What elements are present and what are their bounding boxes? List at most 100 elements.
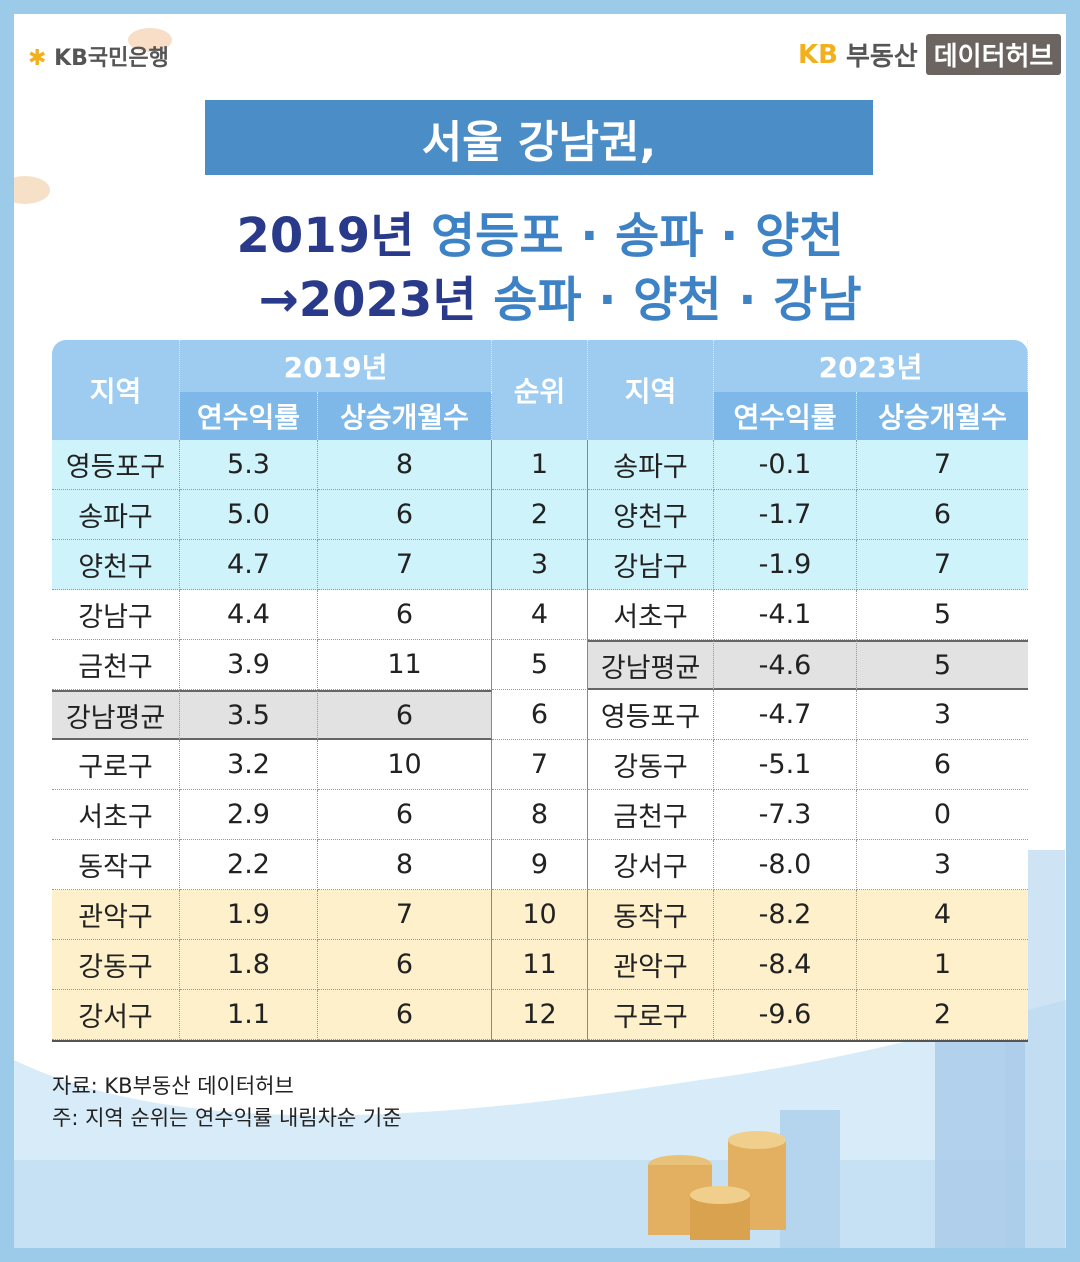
table-cell: 7 (318, 890, 492, 940)
table-cell: -4.1 (714, 590, 857, 640)
table-cell: 영등포구 (588, 690, 714, 740)
header-cell: 2023년 (714, 340, 1028, 392)
title-banner: 서울 강남권, (205, 100, 873, 175)
table-cell: 관악구 (588, 940, 714, 990)
table-cell: 서초구 (588, 590, 714, 640)
table-cell: 강동구 (52, 940, 180, 990)
title-year: →2023년 (258, 272, 477, 328)
table-cell: -8.0 (714, 840, 857, 890)
table-cell: 1 (857, 940, 1028, 990)
table-bottom-line (52, 1040, 1028, 1042)
table-cell: 동작구 (588, 890, 714, 940)
footer-source: 자료: KB부동산 데이터허브 (52, 1074, 294, 1098)
table-cell: -4.6 (714, 640, 857, 690)
header-sub-bg (714, 392, 1028, 440)
table-cell: 10 (492, 890, 588, 940)
table-cell: -0.1 (714, 440, 857, 490)
table-cell: 7 (318, 540, 492, 590)
table-cell: -1.9 (714, 540, 857, 590)
table-cell: 8 (318, 440, 492, 490)
header-cell: 상승개월수 (318, 392, 492, 440)
table-cell: 강남구 (588, 540, 714, 590)
table-cell: 1.1 (180, 990, 318, 1040)
footer: 자료: KB부동산 데이터허브 주: 지역 순위는 연수익률 내림차순 기준 (52, 1070, 402, 1134)
table-cell: 3.5 (180, 690, 318, 740)
table-cell: 6 (318, 690, 492, 740)
table-cell: 동작구 (52, 840, 180, 890)
table-cell: 구로구 (52, 740, 180, 790)
logo-kb: KB (798, 39, 838, 70)
table-cell: 강서구 (52, 990, 180, 1040)
table-cell: 강서구 (588, 840, 714, 890)
table-cell: 양천구 (588, 490, 714, 540)
table-cell: 1.9 (180, 890, 318, 940)
table-cell: 3 (857, 840, 1028, 890)
table-cell: 5 (492, 640, 588, 690)
table-cell: 3.2 (180, 740, 318, 790)
title-year: 2019년 (236, 208, 415, 264)
table-cell: 7 (492, 740, 588, 790)
table-cell: 6 (857, 740, 1028, 790)
table-cell: 5.0 (180, 490, 318, 540)
header-cell: 지역 (52, 340, 180, 440)
header-cell: 2019년 (180, 340, 492, 392)
table-cell: 8 (492, 790, 588, 840)
table-cell: -4.7 (714, 690, 857, 740)
table-cell: 강남평균 (52, 690, 180, 740)
table-cell: 7 (857, 440, 1028, 490)
table-cell: 6 (318, 790, 492, 840)
table-cell: 송파구 (588, 440, 714, 490)
table-cell: 금천구 (52, 640, 180, 690)
table-cell: 영등포구 (52, 440, 180, 490)
header-cell: 상승개월수 (878, 401, 1007, 434)
header-cell: 연수익률 (714, 392, 857, 440)
table-cell: 4 (857, 890, 1028, 940)
logo-name: 부동산 (845, 42, 918, 72)
table-cell: 7 (857, 540, 1028, 590)
table-cell: 3.9 (180, 640, 318, 690)
logo-badge: 데이터허브 (925, 34, 1062, 75)
table-cell: 3 (492, 540, 588, 590)
table-cell: -7.3 (714, 790, 857, 840)
table-cell: 0 (857, 790, 1028, 840)
table-cell: 6 (318, 590, 492, 640)
table-cell: 강남구 (52, 590, 180, 640)
header-cell: 연수익률 (180, 392, 318, 440)
table-cell: 2 (857, 990, 1028, 1040)
table-cell: 2.2 (180, 840, 318, 890)
table-cell: 6 (318, 490, 492, 540)
table-cell: 5.3 (180, 440, 318, 490)
table-cell: 6 (857, 490, 1028, 540)
table-cell: 금천구 (588, 790, 714, 840)
title-regions: 송파 · 양천 · 강남 (493, 272, 862, 328)
table-cell: -8.4 (714, 940, 857, 990)
table-cell: 5 (857, 640, 1028, 690)
table-cell: -9.6 (714, 990, 857, 1040)
table-cell: 11 (318, 640, 492, 690)
table-cell: 2.9 (180, 790, 318, 840)
table-cell: -8.2 (714, 890, 857, 940)
table-cell: 3 (857, 690, 1028, 740)
table-cell: 1.8 (180, 940, 318, 990)
table-cell: 관악구 (52, 890, 180, 940)
table-cell: 1 (492, 440, 588, 490)
table-cell: 구로구 (588, 990, 714, 1040)
table-cell: 4 (492, 590, 588, 640)
title-line3: →2023년 송파 · 양천 · 강남 (34, 260, 1066, 330)
table-cell: 5 (857, 590, 1028, 640)
table-cell: 강남평균 (588, 640, 714, 690)
table-cell: 양천구 (52, 540, 180, 590)
table-cell: 11 (492, 940, 588, 990)
table-cell: 8 (318, 840, 492, 890)
table-cell: -5.1 (714, 740, 857, 790)
table-cell: 서초구 (52, 790, 180, 840)
table-cell: -1.7 (714, 490, 857, 540)
title-line2: 2019년 영등포 · 송파 · 양천 (14, 196, 1066, 266)
table-cell: 송파구 (52, 490, 180, 540)
table-cell: 6 (492, 690, 588, 740)
footer-note: 주: 지역 순위는 연수익률 내림차순 기준 (52, 1106, 402, 1130)
table-cell: 12 (492, 990, 588, 1040)
table-cell: 6 (318, 990, 492, 1040)
